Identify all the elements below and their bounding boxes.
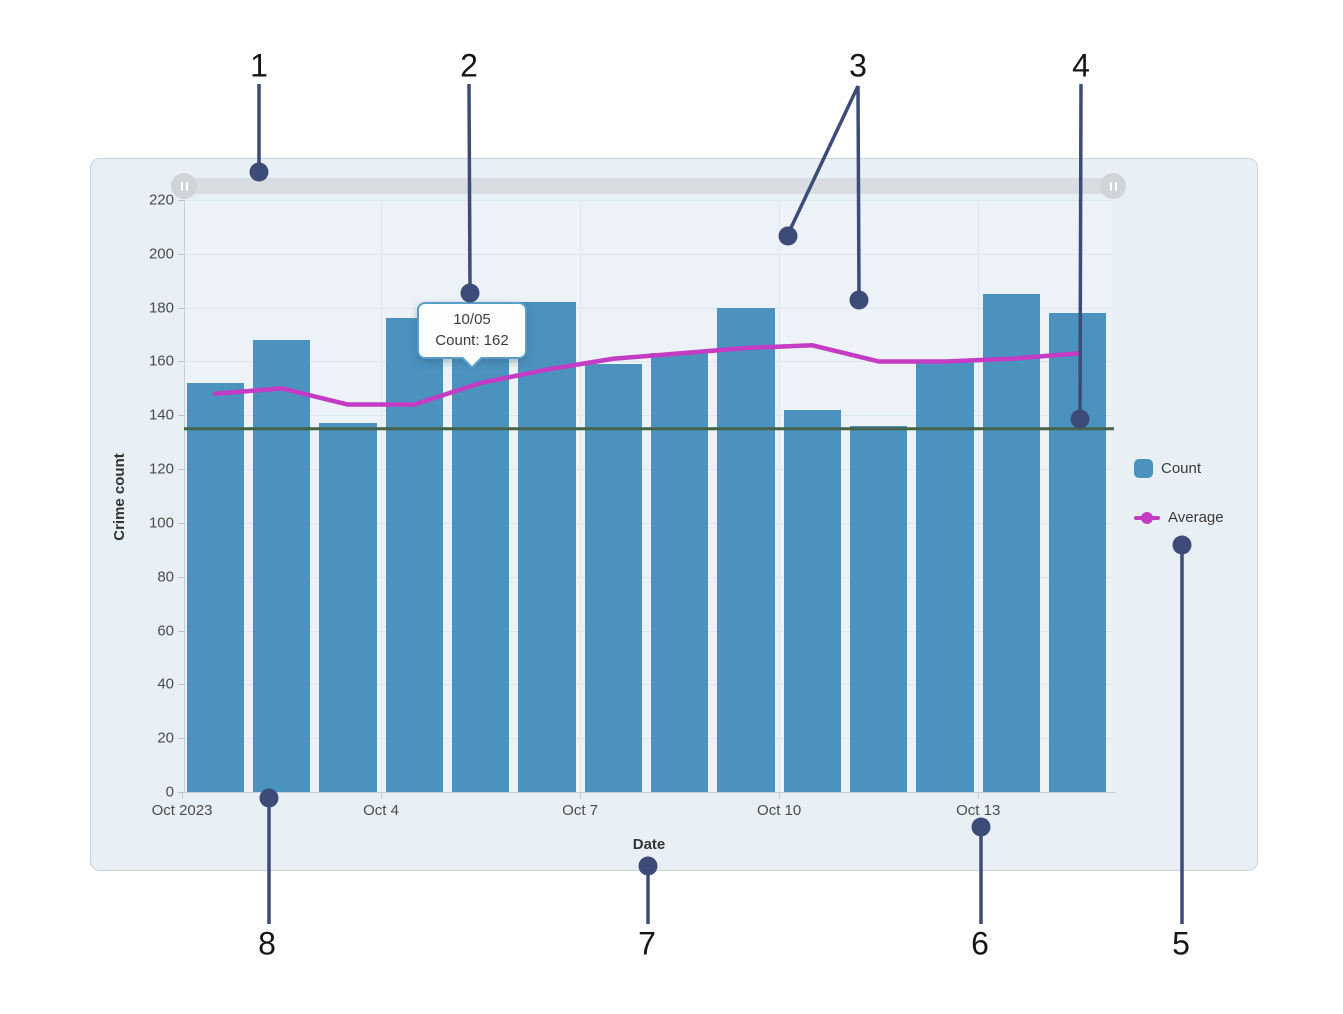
bar[interactable] bbox=[850, 426, 908, 792]
x-axis-title: Date bbox=[632, 836, 666, 853]
callout-number-5: 5 bbox=[1172, 925, 1190, 962]
callout-number-8: 8 bbox=[258, 925, 276, 962]
bar[interactable] bbox=[717, 307, 775, 792]
legend-average-label: Average bbox=[1168, 509, 1224, 526]
bar[interactable] bbox=[783, 409, 841, 792]
legend-count-label: Count bbox=[1161, 460, 1202, 477]
average-line-icon bbox=[1134, 508, 1160, 527]
bar[interactable] bbox=[518, 302, 576, 792]
bar[interactable] bbox=[319, 423, 377, 792]
legend-item-count[interactable]: Count bbox=[1134, 459, 1201, 478]
pause-grip-icon bbox=[1109, 181, 1117, 191]
slider-handle-left[interactable] bbox=[171, 173, 197, 199]
callout-number-2: 2 bbox=[460, 47, 478, 84]
bar[interactable] bbox=[584, 364, 642, 792]
pause-grip-icon bbox=[180, 181, 188, 191]
bar[interactable] bbox=[385, 318, 443, 792]
callout-number-7: 7 bbox=[638, 925, 656, 962]
legend-item-average[interactable]: Average bbox=[1134, 508, 1224, 527]
bar[interactable] bbox=[1049, 313, 1107, 792]
count-swatch-icon bbox=[1134, 459, 1153, 478]
bar[interactable] bbox=[252, 339, 311, 792]
bar[interactable] bbox=[916, 361, 974, 792]
callout-number-1: 1 bbox=[250, 47, 268, 84]
slider-handle-right[interactable] bbox=[1100, 173, 1126, 199]
y-axis-title: Crime count bbox=[111, 453, 128, 541]
bar[interactable] bbox=[451, 356, 510, 792]
callout-number-4: 4 bbox=[1072, 47, 1090, 84]
callout-number-6: 6 bbox=[971, 925, 989, 962]
bar[interactable] bbox=[650, 353, 709, 792]
bar[interactable] bbox=[982, 294, 1041, 792]
bar[interactable] bbox=[186, 382, 244, 792]
time-range-slider-track[interactable] bbox=[177, 178, 1119, 194]
callout-number-3: 3 bbox=[849, 47, 867, 84]
